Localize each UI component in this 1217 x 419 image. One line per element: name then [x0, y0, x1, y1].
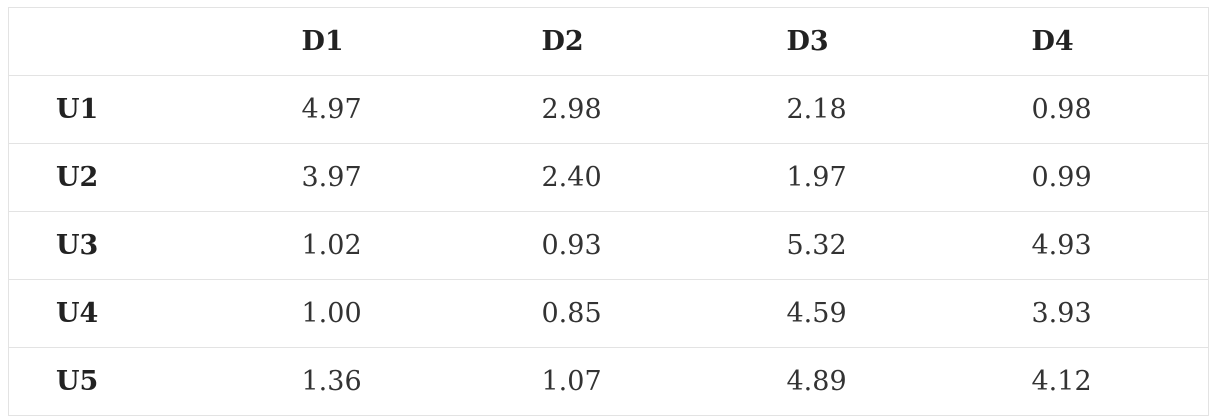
column-header: D2 — [494, 7, 740, 76]
table-cell: 4.97 — [254, 75, 495, 144]
table-row: U4 1.00 0.85 4.59 3.93 — [8, 279, 1209, 348]
table-row: U1 4.97 2.98 2.18 0.98 — [8, 75, 1209, 144]
table-cell: 0.98 — [984, 75, 1209, 144]
table-row: U5 1.36 1.07 4.89 4.12 — [8, 347, 1209, 416]
column-header: D1 — [254, 7, 495, 76]
table-cell: 3.97 — [254, 143, 495, 212]
table-cell: 2.18 — [739, 75, 985, 144]
table-row: U3 1.02 0.93 5.32 4.93 — [8, 211, 1209, 280]
row-header: U1 — [8, 75, 255, 144]
table-header-row: D1 D2 D3 D4 — [8, 7, 1209, 76]
table-cell: 1.07 — [494, 347, 740, 416]
row-header: U2 — [8, 143, 255, 212]
column-header: D3 — [739, 7, 985, 76]
table-cell: 5.32 — [739, 211, 985, 280]
table-cell: 2.40 — [494, 143, 740, 212]
data-table: D1 D2 D3 D4 U1 4.97 2.98 2.18 0.98 U2 3.… — [8, 7, 1209, 416]
row-header: U3 — [8, 211, 255, 280]
table-row: U2 3.97 2.40 1.97 0.99 — [8, 143, 1209, 212]
row-header: U4 — [8, 279, 255, 348]
table-cell: 1.97 — [739, 143, 985, 212]
table-cell: 1.02 — [254, 211, 495, 280]
table-cell: 4.93 — [984, 211, 1209, 280]
table-cell: 3.93 — [984, 279, 1209, 348]
table-cell: 0.93 — [494, 211, 740, 280]
row-header: U5 — [8, 347, 255, 416]
table-cell: 4.12 — [984, 347, 1209, 416]
table-cell: 1.00 — [254, 279, 495, 348]
table-cell: 4.89 — [739, 347, 985, 416]
table-cell: 0.85 — [494, 279, 740, 348]
data-table-container: D1 D2 D3 D4 U1 4.97 2.98 2.18 0.98 U2 3.… — [8, 7, 1209, 416]
table-cell: 0.99 — [984, 143, 1209, 212]
header-corner-cell — [8, 7, 255, 76]
column-header: D4 — [984, 7, 1209, 76]
table-cell: 1.36 — [254, 347, 495, 416]
table-cell: 4.59 — [739, 279, 985, 348]
table-cell: 2.98 — [494, 75, 740, 144]
